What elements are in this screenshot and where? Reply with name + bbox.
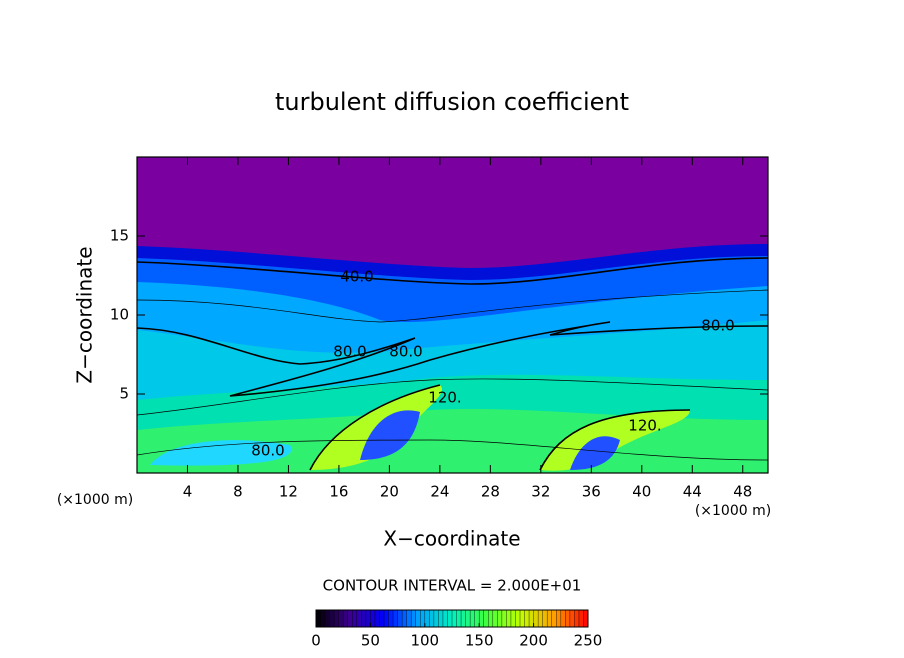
colorbar-swatch xyxy=(520,610,526,627)
colorbar-swatch xyxy=(474,610,480,627)
colorbar-swatch xyxy=(316,610,322,627)
contour-label: 120. xyxy=(428,389,461,407)
colorbar-swatch xyxy=(370,610,376,627)
x-tick-label: 40 xyxy=(632,483,651,501)
colorbar-swatch xyxy=(515,610,521,627)
colorbar-swatch xyxy=(538,610,544,627)
colorbar-swatch xyxy=(411,610,417,627)
colorbar-swatch xyxy=(325,610,331,627)
y-tick-label: 10 xyxy=(110,306,129,324)
contour-interval: CONTOUR INTERVAL = 2.000E+01 xyxy=(323,577,582,595)
contour-label: 120. xyxy=(628,417,661,435)
colorbar-swatch xyxy=(347,610,353,627)
colorbar-swatch xyxy=(329,610,335,627)
x-tick-label: 12 xyxy=(279,483,298,501)
x-tick-label: 32 xyxy=(531,483,550,501)
colorbar-swatch xyxy=(352,610,358,627)
chart-title: turbulent diffusion coefficient xyxy=(275,88,629,116)
contour-label: 40.0 xyxy=(340,268,373,286)
colorbar-swatch xyxy=(578,610,584,627)
contour-label: 80.0 xyxy=(701,317,734,335)
colorbar-swatch xyxy=(379,610,385,627)
x-tick-label: 24 xyxy=(430,483,449,501)
colorbar-swatch xyxy=(402,610,408,627)
colorbar-swatch xyxy=(343,610,349,627)
colorbar-swatch xyxy=(374,610,380,627)
colorbar-swatch xyxy=(393,610,399,627)
x-tick-label: 48 xyxy=(733,483,752,501)
colorbar-swatch xyxy=(320,610,326,627)
colorbar-swatch xyxy=(452,610,458,627)
y-tick-label: 15 xyxy=(110,227,129,245)
colorbar-swatch xyxy=(501,610,507,627)
colorbar-swatch xyxy=(406,610,412,627)
x-tick-label: 20 xyxy=(380,483,399,501)
colorbar-swatch xyxy=(415,610,421,627)
contour-field xyxy=(137,157,768,473)
colorbar-tick-label: 0 xyxy=(311,632,321,650)
x-tick-label: 28 xyxy=(481,483,500,501)
colorbar-swatch xyxy=(492,610,498,627)
colorbar-swatch xyxy=(465,610,471,627)
colorbar-swatch xyxy=(384,610,390,627)
y-tick-label: 5 xyxy=(119,385,129,403)
colorbar-swatch xyxy=(461,610,467,627)
x-unit: (×1000 m) xyxy=(57,492,133,508)
colorbar-swatch xyxy=(574,610,580,627)
colorbar-frame xyxy=(315,609,589,628)
colorbar-swatch xyxy=(456,610,462,627)
colorbar-swatch xyxy=(420,610,426,627)
colorbar-swatch xyxy=(361,610,367,627)
colorbar-swatch xyxy=(433,610,439,627)
colorbar-swatch xyxy=(442,610,448,627)
contour-label: 80.0 xyxy=(251,442,284,460)
colorbar-swatch xyxy=(565,610,571,627)
x-unit: (×1000 m) xyxy=(695,503,771,519)
y-axis-label: Z−coordinate xyxy=(73,246,97,383)
colorbar-tick-label: 200 xyxy=(519,632,548,650)
colorbar-swatch xyxy=(542,610,548,627)
colorbar-swatch xyxy=(470,610,476,627)
x-tick-label: 44 xyxy=(683,483,702,501)
colorbar-swatch xyxy=(388,610,394,627)
colorbar-tick-label: 50 xyxy=(361,632,380,650)
x-axis-label: X−coordinate xyxy=(383,527,520,551)
colorbar-swatch xyxy=(488,610,494,627)
x-tick-label: 4 xyxy=(183,483,193,501)
contour-label: 80.0 xyxy=(389,343,422,361)
colorbar-swatch xyxy=(356,610,362,627)
colorbar-swatch xyxy=(551,610,557,627)
colorbar-swatch xyxy=(429,610,435,627)
colorbar-swatch xyxy=(479,610,485,627)
colorbar-tick-label: 100 xyxy=(410,632,439,650)
colorbar-swatch xyxy=(510,610,516,627)
colorbar-tick-label: 150 xyxy=(465,632,494,650)
colorbar-swatch xyxy=(556,610,562,627)
colorbar-swatch xyxy=(569,610,575,627)
colorbar-swatch xyxy=(334,610,340,627)
colorbar-tick-label: 250 xyxy=(574,632,603,650)
colorbar-swatch xyxy=(529,610,535,627)
colorbar-swatch xyxy=(424,610,430,627)
colorbar-swatch xyxy=(447,610,453,627)
x-tick-label: 36 xyxy=(582,483,601,501)
x-tick-label: 8 xyxy=(233,483,243,501)
x-tick-label: 16 xyxy=(329,483,348,501)
colorbar-swatch xyxy=(547,610,553,627)
colorbar-swatch xyxy=(560,610,566,627)
colorbar-swatch xyxy=(365,610,371,627)
colorbar-swatch xyxy=(483,610,489,627)
colorbar-swatch xyxy=(583,610,589,627)
colorbar-swatch xyxy=(506,610,512,627)
colorbar-swatch xyxy=(524,610,530,627)
colorbar-swatch xyxy=(438,610,444,627)
colorbar-swatch xyxy=(338,610,344,627)
contour-label: 80.0 xyxy=(333,343,366,361)
colorbar-swatch xyxy=(533,610,539,627)
colorbar-swatch xyxy=(497,610,503,627)
colorbar-swatch xyxy=(397,610,403,627)
